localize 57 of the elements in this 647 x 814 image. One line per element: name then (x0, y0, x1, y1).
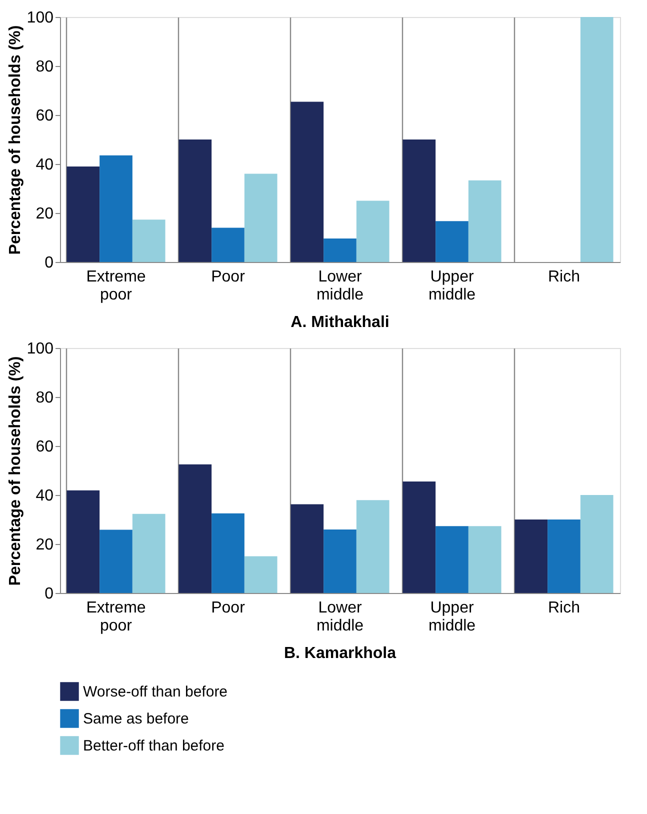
bar (324, 238, 356, 262)
bar (356, 500, 390, 593)
y-tick-label: 60 (36, 108, 54, 124)
bar (132, 220, 166, 262)
y-axis-title: Percentage of households (%) (6, 25, 24, 255)
x-tick-label: Lower middle (316, 600, 364, 634)
bar (402, 482, 436, 593)
bar (132, 514, 166, 593)
bar (244, 556, 278, 593)
y-tick-label: 80 (36, 58, 54, 76)
bar (468, 180, 502, 262)
y-tick-label: 100 (26, 10, 54, 26)
y-tick-label: 100 (26, 340, 54, 358)
x-tick-label: Lower middle (316, 268, 364, 304)
bar (402, 140, 436, 262)
bar (436, 221, 468, 262)
y-tick-label: 0 (44, 254, 54, 272)
x-tick-label: Rich (548, 268, 580, 286)
bar (244, 174, 278, 262)
x-tick-label: Extreme poor (86, 268, 146, 304)
bar (212, 228, 244, 262)
bar (514, 520, 548, 593)
bar (178, 464, 212, 593)
bar (436, 526, 468, 593)
bar (290, 504, 324, 593)
y-axis-title: Percentage of households (%) (6, 356, 24, 586)
x-tick-label: Rich (548, 600, 580, 616)
bar (580, 17, 614, 262)
y-tick-label: 40 (36, 488, 54, 504)
bar (580, 495, 614, 593)
legend-label: Better-off than before (83, 738, 224, 754)
x-tick-label: Extreme poor (86, 600, 146, 634)
bar (66, 490, 100, 593)
legend-label: Worse-off than before (83, 684, 228, 700)
y-tick-label: 40 (36, 156, 54, 174)
y-tick-label: 20 (36, 206, 54, 222)
y-tick-label: 0 (44, 586, 54, 602)
bar (212, 513, 244, 593)
y-tick-label: 80 (36, 390, 54, 406)
bar (548, 520, 580, 593)
y-tick-label: 60 (36, 438, 54, 456)
x-tick-label: Upper middle (428, 600, 476, 634)
bar (66, 166, 100, 262)
text: A. Mithakhali (290, 314, 390, 331)
bar (324, 530, 356, 593)
bar (100, 530, 132, 593)
x-tick-label: Poor (211, 600, 246, 616)
x-tick-label: Poor (211, 268, 246, 286)
legend-label: Same as before (83, 710, 189, 728)
bar (290, 102, 324, 262)
bar (100, 155, 132, 262)
y-tick-label: 20 (36, 536, 54, 554)
bar (468, 526, 502, 593)
bar (356, 200, 390, 262)
bar (178, 140, 212, 262)
text: B. Kamarkhola (284, 645, 396, 662)
x-tick-label: Upper middle (428, 268, 476, 304)
